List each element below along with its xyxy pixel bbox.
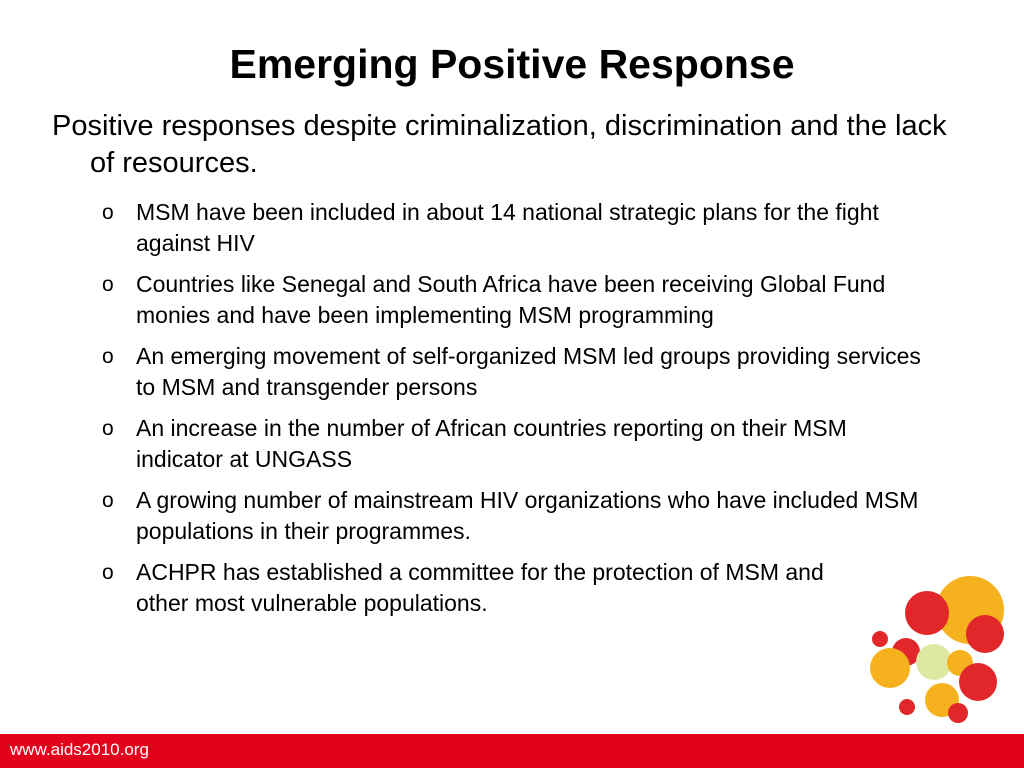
footer-bar: www.aids2010.org	[0, 734, 1024, 768]
slide-title: Emerging Positive Response	[229, 41, 795, 87]
logo-circle-red-lower	[959, 663, 997, 701]
bullet-item: o ACHPR has established a committee for …	[100, 557, 856, 619]
bullet-marker-icon: o	[102, 201, 114, 224]
intro-text: Positive responses despite criminalizati…	[52, 110, 947, 179]
bullet-marker-icon: o	[102, 417, 114, 440]
logo-circle-red-right	[966, 615, 1004, 653]
bullet-text: An emerging movement of self-organized M…	[136, 343, 921, 400]
bullet-text: A growing number of mainstream HIV organ…	[136, 487, 919, 544]
bullet-item: o An emerging movement of self-organized…	[100, 341, 930, 403]
bullet-text: Countries like Senegal and South Africa …	[136, 271, 886, 328]
logo-circle-orange-left	[870, 648, 910, 688]
bullet-text: ACHPR has established a committee for th…	[136, 559, 824, 616]
bullet-item: o An increase in the number of African c…	[100, 413, 930, 475]
bullet-item: o A growing number of mainstream HIV org…	[100, 485, 930, 547]
bullet-marker-icon: o	[102, 489, 114, 512]
logo-circle-red-bottom	[948, 703, 968, 723]
bullet-marker-icon: o	[102, 561, 114, 584]
logo-circle-red-top	[905, 591, 949, 635]
bullet-text: An increase in the number of African cou…	[136, 415, 847, 472]
bullet-item: o Countries like Senegal and South Afric…	[100, 269, 930, 331]
bullet-list: o MSM have been included in about 14 nat…	[100, 197, 930, 629]
bullet-marker-icon: o	[102, 345, 114, 368]
bullet-text: MSM have been included in about 14 natio…	[136, 199, 879, 256]
colored-circles-logo-icon	[870, 576, 1004, 723]
logo-circle-red-tiny	[899, 699, 915, 715]
footer-url-link[interactable]: www.aids2010.org	[10, 740, 149, 759]
bullet-item: o MSM have been included in about 14 nat…	[100, 197, 930, 259]
logo-circle-red-small	[872, 631, 888, 647]
bullet-marker-icon: o	[102, 273, 114, 296]
logo-circle-green	[916, 644, 952, 680]
